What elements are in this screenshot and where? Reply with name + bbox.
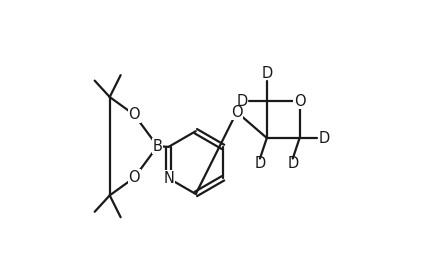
Text: O: O	[128, 107, 140, 122]
Text: D: D	[261, 66, 272, 81]
Text: O: O	[128, 170, 140, 185]
Text: D: D	[318, 131, 330, 145]
Text: B: B	[152, 139, 162, 154]
Text: D: D	[237, 94, 248, 109]
Text: O: O	[294, 94, 305, 109]
Text: D: D	[287, 156, 298, 171]
Text: D: D	[254, 156, 265, 171]
Text: O: O	[231, 105, 243, 120]
Text: N: N	[163, 171, 174, 186]
